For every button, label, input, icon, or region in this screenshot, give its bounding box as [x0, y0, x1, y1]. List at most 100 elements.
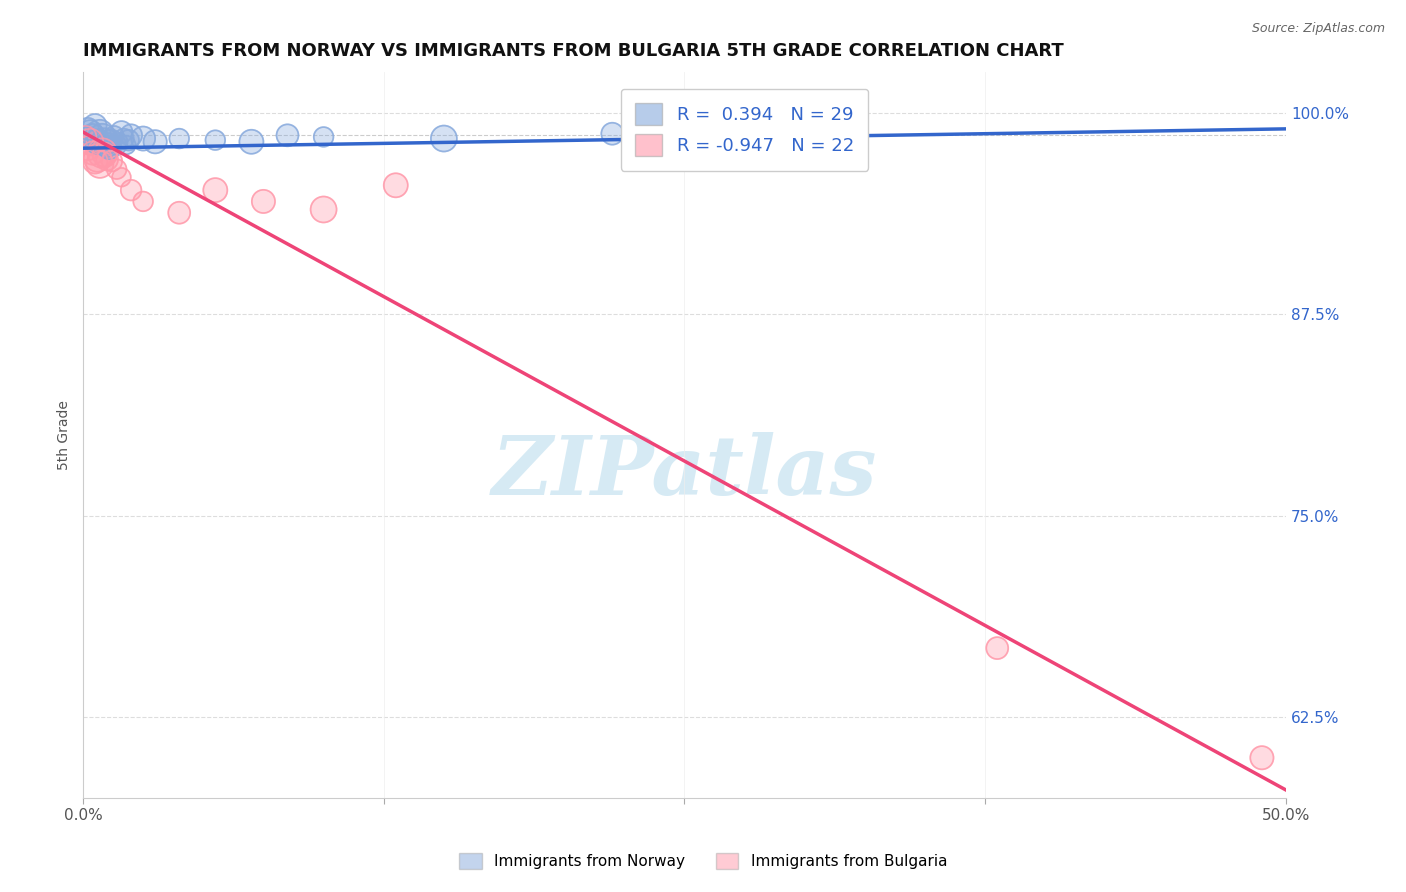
Point — [93, 135, 115, 149]
Point — [89, 127, 111, 141]
Text: Source: ZipAtlas.com: Source: ZipAtlas.com — [1251, 22, 1385, 36]
Point — [167, 205, 190, 219]
Point — [986, 641, 1008, 656]
Point — [204, 133, 226, 147]
Point — [115, 138, 138, 153]
Point — [86, 151, 108, 165]
Point — [76, 141, 98, 155]
Point — [167, 131, 190, 145]
Point — [1251, 750, 1274, 764]
Point — [118, 133, 141, 147]
Point — [98, 141, 121, 155]
Point — [79, 135, 101, 149]
Point — [110, 170, 132, 185]
Point — [84, 119, 107, 133]
Point — [312, 202, 335, 217]
Point — [120, 183, 142, 197]
Point — [82, 146, 104, 161]
Point — [91, 146, 114, 161]
Point — [132, 131, 155, 145]
Text: IMMIGRANTS FROM NORWAY VS IMMIGRANTS FROM BULGARIA 5TH GRADE CORRELATION CHART: IMMIGRANTS FROM NORWAY VS IMMIGRANTS FRO… — [83, 42, 1064, 60]
Point — [276, 128, 298, 143]
Point — [112, 131, 135, 145]
Point — [93, 147, 115, 161]
Point — [240, 135, 263, 149]
Point — [204, 183, 226, 197]
Point — [384, 178, 406, 193]
Point — [75, 130, 97, 145]
Point — [93, 147, 115, 161]
Point — [98, 141, 121, 155]
Point — [76, 141, 98, 155]
Point — [96, 153, 118, 167]
Point — [600, 127, 623, 141]
Point — [312, 130, 335, 145]
Point — [91, 131, 114, 145]
Point — [105, 138, 128, 153]
Point — [75, 130, 97, 145]
Point — [132, 131, 155, 145]
Point — [204, 133, 226, 147]
Point — [89, 157, 111, 171]
Point — [103, 128, 125, 143]
Point — [89, 127, 111, 141]
Point — [112, 131, 135, 145]
Point — [84, 154, 107, 169]
Point — [312, 202, 335, 217]
Point — [93, 135, 115, 149]
Point — [252, 194, 274, 209]
Point — [75, 130, 97, 145]
Point — [86, 135, 108, 149]
Point — [108, 135, 131, 149]
Point — [91, 131, 114, 145]
Point — [76, 121, 98, 136]
Point — [79, 135, 101, 149]
Point — [1251, 750, 1274, 764]
Point — [79, 125, 101, 139]
Point — [101, 133, 124, 147]
Point — [91, 146, 114, 161]
Point — [600, 127, 623, 141]
Point — [115, 138, 138, 153]
Point — [96, 138, 118, 153]
Text: ZIPatlas: ZIPatlas — [492, 432, 877, 511]
Point — [240, 135, 263, 149]
Point — [103, 128, 125, 143]
Y-axis label: 5th Grade: 5th Grade — [58, 401, 72, 470]
Point — [167, 131, 190, 145]
Point — [132, 194, 155, 209]
Point — [75, 130, 97, 145]
Point — [433, 131, 456, 145]
Point — [96, 138, 118, 153]
Point — [118, 133, 141, 147]
Point — [384, 178, 406, 193]
Point — [252, 194, 274, 209]
Point — [105, 162, 128, 177]
Point — [110, 170, 132, 185]
Point — [276, 128, 298, 143]
Point — [204, 183, 226, 197]
Point — [86, 151, 108, 165]
Point — [82, 146, 104, 161]
Point — [84, 119, 107, 133]
Point — [101, 154, 124, 169]
Point — [312, 130, 335, 145]
Point — [143, 135, 166, 149]
Point — [89, 157, 111, 171]
Point — [82, 130, 104, 145]
Point — [108, 135, 131, 149]
Point — [76, 121, 98, 136]
Point — [120, 183, 142, 197]
Point — [167, 205, 190, 219]
Point — [79, 125, 101, 139]
Point — [110, 125, 132, 139]
Point — [120, 128, 142, 143]
Point — [120, 128, 142, 143]
Point — [143, 135, 166, 149]
Point — [433, 131, 456, 145]
Point — [86, 135, 108, 149]
Point — [110, 125, 132, 139]
Legend: Immigrants from Norway, Immigrants from Bulgaria: Immigrants from Norway, Immigrants from … — [453, 847, 953, 875]
Point — [84, 154, 107, 169]
Point — [105, 138, 128, 153]
